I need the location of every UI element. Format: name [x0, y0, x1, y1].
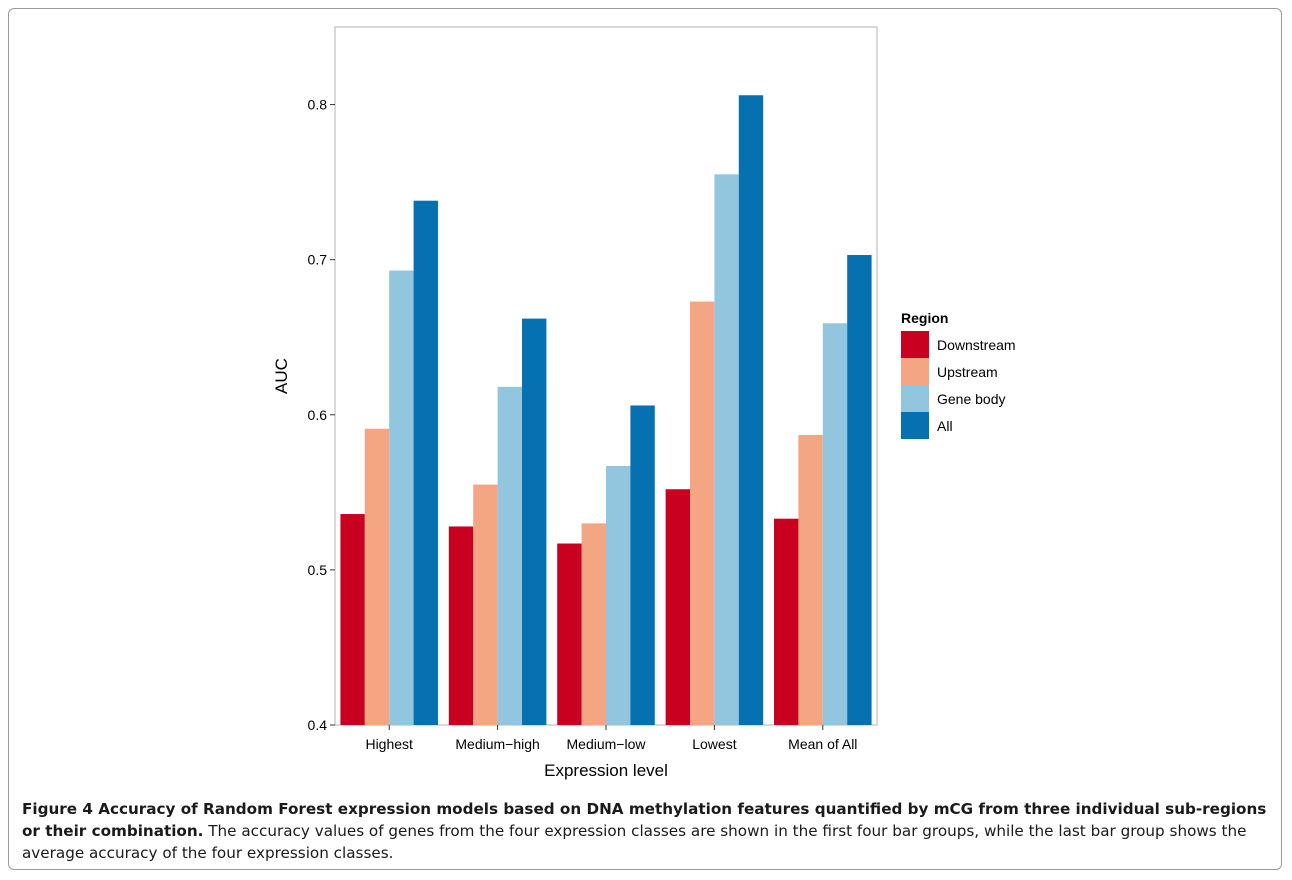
y-tick-label: 0.6: [308, 407, 328, 423]
bar-downstream-0: [340, 514, 365, 725]
x-tick-label: Highest: [365, 736, 413, 752]
caption-lead: Figure 4 Accuracy of Random Forest expre…: [22, 800, 1267, 840]
figure-frame: [8, 8, 1282, 870]
bar-upstream-4: [798, 434, 823, 725]
x-axis: Highest Medium−high Medium−low Lowest Mean o…: [365, 725, 857, 752]
legend-label: Upstream: [937, 364, 998, 380]
caption-body: The accuracy values of genes from the fo…: [22, 822, 1247, 862]
bar-all-2: [630, 405, 655, 725]
x-tick-label: Mean of All: [788, 736, 857, 752]
bar-all-1: [521, 318, 547, 725]
y-axis-title: AUC: [272, 358, 291, 394]
legend-label: Downstream: [937, 337, 1016, 353]
legend: Region Downstream Upstream Gene body All: [901, 310, 1016, 439]
bar-downstream-2: [557, 543, 582, 725]
bar-all-4: [847, 255, 872, 725]
bar-upstream-2: [581, 523, 606, 725]
x-axis-title: Expression level: [544, 761, 668, 780]
legend-swatch-all: [901, 412, 929, 439]
y-tick-label: 0.8: [308, 97, 328, 113]
bar-downstream-4: [774, 518, 799, 725]
bar-upstream-3: [690, 301, 715, 725]
x-tick-label: Medium−high: [455, 736, 539, 752]
bar-gene-body-2: [606, 465, 631, 725]
bar-gene-body-4: [822, 323, 848, 725]
x-tick-label: Medium−low: [567, 736, 647, 752]
bar-gene-body-3: [714, 174, 739, 726]
figure-caption: Figure 4 Accuracy of Random Forest expre…: [22, 798, 1267, 864]
bar-upstream-1: [473, 484, 498, 725]
bar-gene-body-0: [389, 270, 414, 725]
y-tick-label: 0.5: [308, 562, 328, 578]
legend-swatch-downstream: [901, 331, 929, 358]
bar-all-3: [738, 95, 764, 725]
bar-chart: 0.4 0.5 0.6 0.7 0.8 Highest Medium−high Medium…: [272, 26, 1016, 780]
legend-title: Region: [901, 310, 948, 326]
bar-gene-body-1: [497, 386, 522, 725]
y-tick-label: 0.7: [308, 252, 328, 268]
y-tick-label: 0.4: [308, 717, 328, 733]
bar-downstream-3: [665, 489, 691, 725]
bar-downstream-1: [448, 526, 474, 725]
bars-group: [340, 95, 872, 726]
legend-swatch-upstream: [901, 358, 929, 385]
bar-upstream-0: [364, 428, 390, 725]
y-axis: 0.4 0.5 0.6 0.7 0.8: [308, 97, 335, 733]
legend-swatch-gene-body: [901, 385, 929, 412]
legend-label: All: [937, 418, 953, 434]
x-tick-label: Lowest: [692, 736, 736, 752]
legend-label: Gene body: [937, 391, 1006, 407]
bar-all-0: [413, 200, 438, 726]
